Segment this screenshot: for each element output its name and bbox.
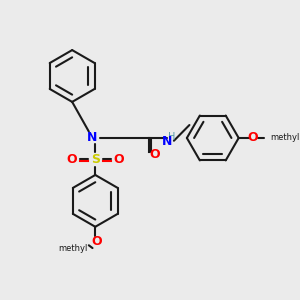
Text: methyl: methyl <box>270 134 299 142</box>
Text: O: O <box>92 235 102 248</box>
Text: O: O <box>149 148 160 161</box>
Text: O: O <box>247 131 258 145</box>
Text: N: N <box>86 131 97 145</box>
Text: S: S <box>91 153 100 166</box>
Text: O: O <box>113 153 124 166</box>
Text: O: O <box>67 153 77 166</box>
Text: N: N <box>162 135 172 148</box>
Text: H: H <box>168 132 176 142</box>
Text: methyl: methyl <box>58 244 88 253</box>
